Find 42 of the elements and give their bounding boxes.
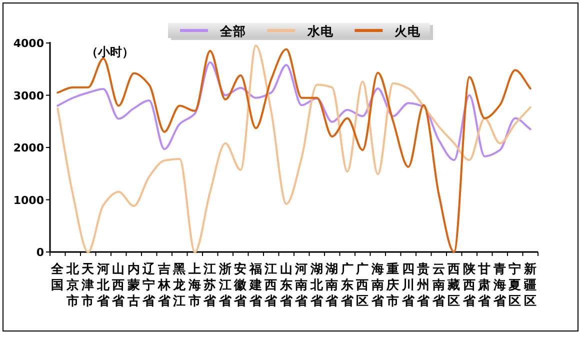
x-tick-label: 天津市 [80, 261, 95, 308]
x-tick-label: 贵州省 [416, 261, 432, 308]
x-tick-label: 青海省 [492, 261, 508, 308]
x-tick-label: 陕西省 [462, 261, 477, 308]
x-tick-label: 云南省 [431, 261, 446, 308]
line-series [56, 61, 532, 162]
x-tick-label: 湖南省 [324, 261, 340, 308]
x-tick-label: 安徽省 [233, 261, 248, 308]
x-tick-label: 黑龙江 [172, 261, 188, 308]
x-tick-label: 江苏省 [202, 261, 218, 308]
legend-label: 火电 [394, 24, 422, 38]
x-tick-label: 广东省 [340, 261, 355, 308]
x-tick-label: 全国 [50, 261, 66, 292]
x-tick-label: 浙江省 [218, 261, 233, 308]
x-tick-label: 江西省 [264, 261, 279, 308]
y-tick-label: 0 [36, 246, 44, 259]
y-tick-label: 2000 [13, 142, 44, 154]
x-tick-label: 山西省 [111, 261, 126, 308]
x-tick-label: 西藏区 [446, 261, 461, 308]
x-tick-label: 湖北省 [309, 261, 324, 308]
x-tick-label: 重庆市 [386, 261, 400, 308]
x-tick-label: 河南省 [294, 261, 310, 308]
x-tick-label: 内蒙古 [126, 261, 140, 308]
x-tick-label: 海南省 [370, 261, 386, 308]
legend-label: 全部 [219, 24, 246, 38]
x-tick-label: 福建省 [248, 261, 264, 308]
y-axis-title: （小时） [86, 45, 134, 59]
x-tick-label: 广西区 [355, 261, 370, 308]
x-tick-label: 山东省 [278, 261, 294, 308]
x-tick-label: 北京市 [65, 261, 80, 308]
x-tick-label: 四川省 [400, 261, 416, 308]
x-tick-label: 宁夏区 [508, 261, 522, 308]
x-tick-label: 辽宁省 [142, 261, 157, 308]
x-tick-label: 上海市 [187, 261, 202, 308]
x-tick-label: 河北省 [96, 261, 111, 308]
x-tick-label: 甘肃省 [477, 261, 492, 308]
legend-label: 水电 [306, 24, 334, 38]
y-tick-label: 3000 [13, 89, 44, 102]
x-tick-label: 吉林省 [156, 261, 172, 308]
y-tick-label: 1000 [13, 194, 44, 207]
y-tick-label: 4000 [13, 37, 44, 50]
x-tick-label: 新疆区 [522, 261, 537, 308]
